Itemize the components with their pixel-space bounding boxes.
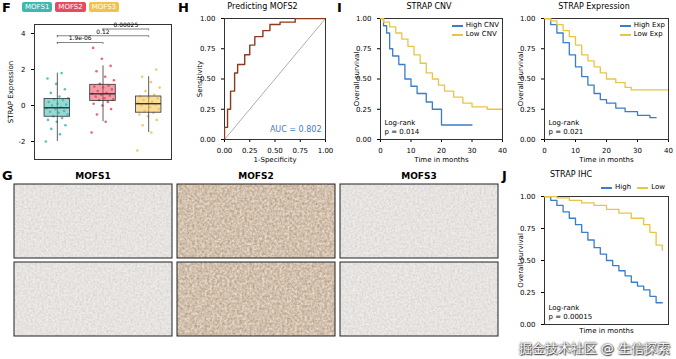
- svg-text:Overall survival: Overall survival: [517, 233, 525, 288]
- svg-text:-2: -2: [19, 138, 26, 146]
- svg-text:1.00: 1.00: [520, 15, 536, 23]
- svg-text:Time in months: Time in months: [413, 156, 469, 164]
- svg-text:0.75: 0.75: [355, 45, 372, 53]
- svg-text:20: 20: [602, 147, 611, 155]
- html-text:J: J: [502, 168, 507, 183]
- svg-text:0.25: 0.25: [519, 105, 536, 114]
- svg-text:1.00: 1.00: [200, 15, 216, 23]
- html-text:Low CNV: Low CNV: [465, 30, 497, 38]
- html-text:Low: Low: [651, 183, 665, 191]
- svg-text:1.00: 1.00: [356, 15, 372, 23]
- svg-text:30: 30: [468, 147, 477, 155]
- svg-text:Time in months: Time in months: [578, 156, 634, 164]
- svg-text:0.50: 0.50: [519, 75, 536, 84]
- html-text:STRAP Expression: STRAP Expression: [558, 2, 630, 11]
- svg-text:1.00: 1.00: [520, 193, 536, 201]
- html-text:F: F: [2, 0, 11, 15]
- svg-text:0: 0: [21, 102, 25, 110]
- svg-text:40: 40: [498, 147, 507, 155]
- svg-text:p = 0.021: p = 0.021: [549, 128, 584, 136]
- svg-text:0.50: 0.50: [519, 256, 536, 265]
- svg-text:Log-rank: Log-rank: [549, 304, 581, 312]
- svg-text:40: 40: [664, 147, 673, 155]
- svg-text:AUC = 0.802: AUC = 0.802: [270, 125, 322, 134]
- svg-text:0.00: 0.00: [520, 321, 536, 329]
- html-text:High CNV: High CNV: [465, 21, 499, 29]
- svg-text:30: 30: [633, 147, 642, 155]
- html-text:STRAP IHC: STRAP IHC: [550, 170, 592, 179]
- html-text:H: H: [178, 0, 189, 15]
- svg-text:10: 10: [407, 147, 416, 155]
- svg-text:0.00025: 0.00025: [113, 21, 138, 28]
- svg-text:0.75: 0.75: [520, 225, 536, 233]
- svg-text:2: 2: [21, 66, 25, 74]
- svg-text:MOFS1: MOFS1: [75, 171, 111, 181]
- svg-text:0.25: 0.25: [200, 105, 216, 113]
- svg-text:0: 0: [542, 147, 546, 155]
- html-text:MOFS2: MOFS2: [58, 3, 83, 11]
- svg-text:0.50: 0.50: [267, 147, 283, 155]
- html-text:MOFS1: MOFS1: [25, 3, 50, 11]
- html-text:Predicting MOFS2: Predicting MOFS2: [227, 2, 298, 11]
- svg-text:Time in months: Time in months: [578, 327, 634, 335]
- html-text:High Exp: High Exp: [633, 21, 665, 29]
- html-text:MOFS3: MOFS3: [91, 3, 117, 11]
- html-text:掘金技术社区 @ 生信探索: 掘金技术社区 @ 生信探索: [518, 341, 670, 356]
- svg-text:0.50: 0.50: [355, 75, 372, 84]
- html-text:High: High: [615, 183, 632, 191]
- svg-text:0.25: 0.25: [355, 105, 372, 114]
- svg-text:Sensitivity: Sensitivity: [196, 61, 204, 97]
- svg-text:Log-rank: Log-rank: [549, 119, 581, 127]
- svg-text:STRAP Expression: STRAP Expression: [7, 61, 15, 124]
- html-text:I: I: [337, 0, 342, 15]
- svg-text:0.75: 0.75: [292, 147, 308, 155]
- svg-text:0.00: 0.00: [200, 136, 216, 144]
- svg-text:4: 4: [21, 30, 26, 38]
- svg-text:Log-rank: Log-rank: [385, 119, 417, 127]
- svg-text:0.75: 0.75: [519, 45, 536, 53]
- svg-text:0.00: 0.00: [217, 147, 233, 155]
- svg-text:0.25: 0.25: [520, 289, 536, 297]
- svg-text:1-Specificity: 1-Specificity: [253, 156, 296, 164]
- svg-text:p = 0.00015: p = 0.00015: [549, 313, 593, 321]
- svg-text:0.00: 0.00: [520, 136, 536, 144]
- svg-text:0.12: 0.12: [96, 28, 110, 35]
- svg-text:20: 20: [437, 147, 446, 155]
- svg-text:0.75: 0.75: [200, 45, 216, 53]
- svg-text:Overall survival: Overall survival: [517, 52, 525, 107]
- svg-text:0.50: 0.50: [199, 75, 216, 84]
- html-text:G: G: [2, 168, 13, 183]
- html-text:Low Exp: Low Exp: [633, 30, 663, 38]
- svg-text:0.25: 0.25: [242, 147, 258, 155]
- svg-text:MOFS3: MOFS3: [401, 171, 437, 181]
- svg-text:0: 0: [378, 147, 382, 155]
- svg-text:Overall survival: Overall survival: [353, 52, 361, 107]
- svg-text:10: 10: [571, 147, 580, 155]
- svg-text:MOFS2: MOFS2: [238, 171, 274, 181]
- svg-text:0.00: 0.00: [356, 136, 372, 144]
- svg-text:1.9e-06: 1.9e-06: [69, 34, 92, 41]
- svg-text:1.00: 1.00: [318, 147, 334, 155]
- html-text:STRAP CNV: STRAP CNV: [406, 2, 452, 11]
- svg-text:p = 0.014: p = 0.014: [385, 128, 420, 136]
